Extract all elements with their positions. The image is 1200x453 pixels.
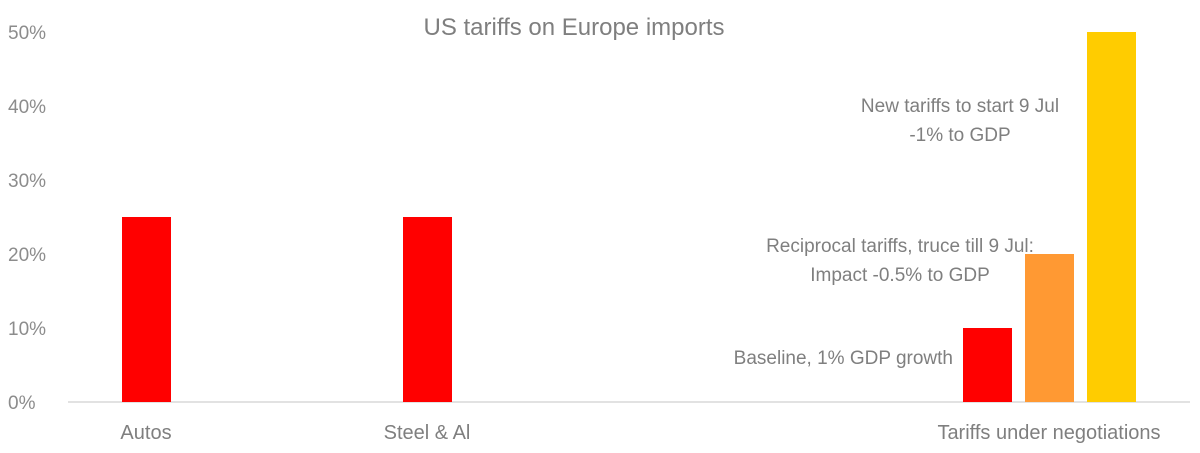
bar [122,217,171,402]
bar [1087,32,1136,402]
bar [403,217,452,402]
y-tick-label: 10% [8,319,46,340]
annotation-label: New tariffs to start 9 Jul [861,96,1059,117]
bars [122,32,1136,402]
bar [1025,254,1074,402]
bar [963,328,1012,402]
annotation-label: Reciprocal tariffs, truce till 9 Jul: [766,236,1034,257]
chart-title: US tariffs on Europe imports [423,14,724,41]
y-tick-label: 20% [8,245,46,266]
category-label: Autos [120,422,171,444]
y-tick-label: 50% [8,23,46,44]
y-axis-ticks: 0% 10% 20% 30% 40% 50% [8,23,46,414]
annotations: Baseline, 1% GDP growth Reciprocal tariff… [734,96,1059,369]
category-labels: Autos Steel & Al Tariffs under negotiation… [120,422,1160,444]
y-tick-label: 30% [8,171,46,192]
y-tick-label: 40% [8,97,46,118]
category-label: Steel & Al [384,422,471,444]
annotation-label: Impact -0.5% to GDP [810,265,990,286]
annotation-label: -1% to GDP [909,125,1010,146]
annotation-label: Baseline, 1% GDP growth [734,348,953,369]
y-tick-label: 0% [8,393,36,414]
category-label: Tariffs under negotiations [937,422,1160,444]
